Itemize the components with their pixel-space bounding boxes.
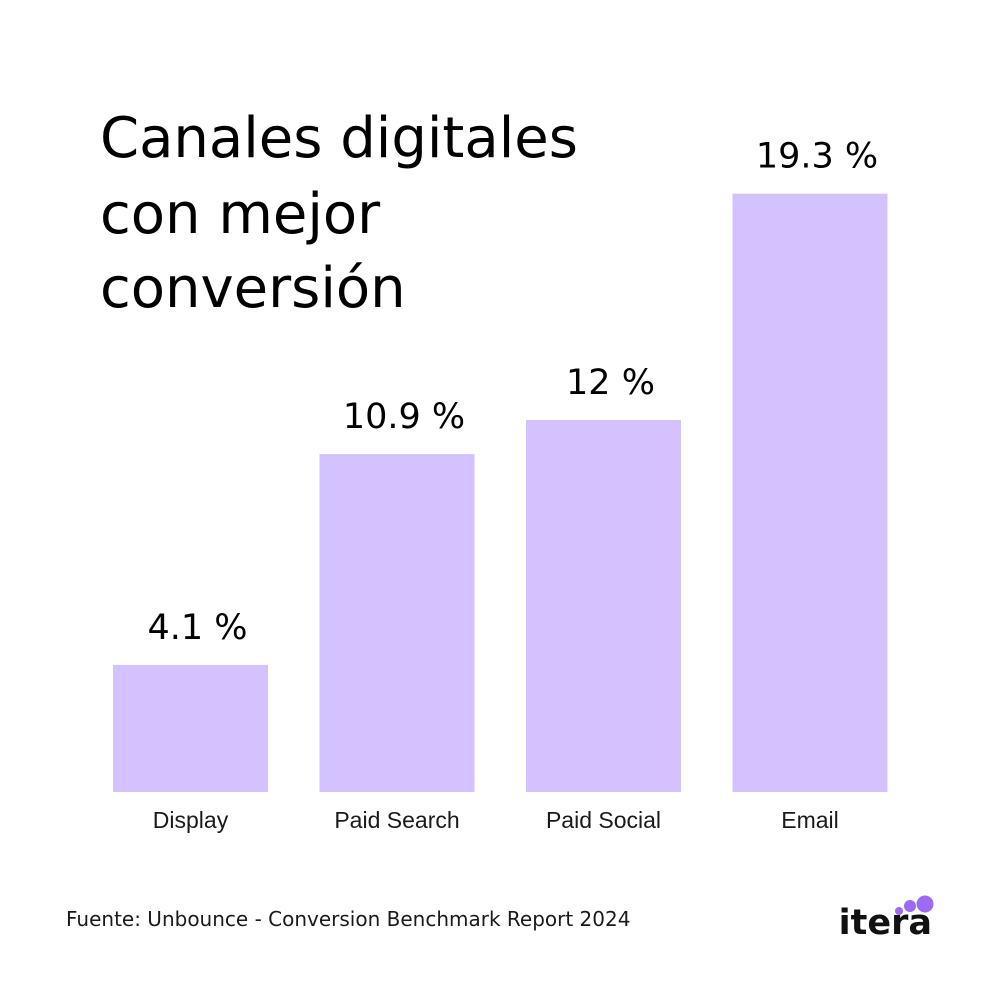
logo-dot-large	[916, 895, 934, 913]
logo-dot-small	[895, 907, 903, 915]
source-note: Fuente: Unbounce - Conversion Benchmark …	[66, 907, 630, 931]
value-label: 12 %	[566, 363, 655, 403]
value-label: 4.1 %	[147, 608, 247, 648]
logo-dot-medium	[904, 900, 916, 912]
category-label: Display	[153, 807, 229, 833]
logo-wordmark: itera	[839, 903, 932, 943]
category-labels-group: Display Paid Search Paid Social Email	[153, 807, 839, 833]
chart-title: Canales digitales con mejor conversión	[100, 106, 578, 321]
category-label: Paid Search	[334, 807, 459, 833]
value-label: 19.3 %	[756, 137, 878, 177]
chart-title-line-2: con mejor	[100, 182, 381, 247]
value-labels-group: 4.1 % 10.9 % 12 % 19.3 %	[147, 137, 878, 648]
category-label: Paid Social	[546, 807, 661, 833]
bar-paid-search	[319, 454, 475, 792]
bars-group	[113, 193, 888, 792]
value-label: 10.9 %	[343, 397, 465, 437]
category-label: Email	[781, 807, 839, 833]
bar-email	[732, 193, 888, 792]
chart-title-line-1: Canales digitales	[100, 106, 578, 171]
bar-paid-social	[526, 420, 681, 792]
itera-logo: itera	[839, 895, 934, 943]
chart-title-line-3: conversión	[100, 256, 406, 321]
bar-display	[113, 664, 268, 792]
